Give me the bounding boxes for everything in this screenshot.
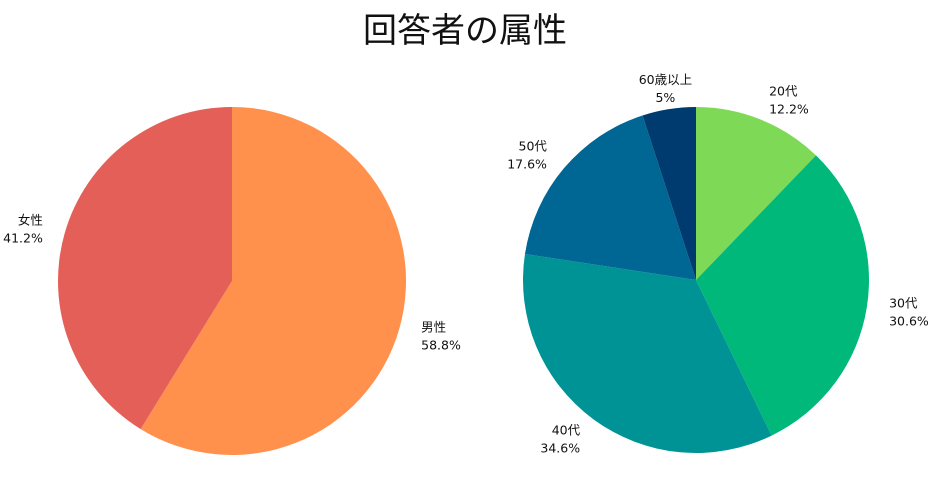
age-slice-4-value: 5% — [655, 90, 675, 105]
age-slice-2-value: 34.6% — [540, 440, 580, 455]
age-slice-2-label: 40代 — [552, 422, 581, 437]
gender-pie-chart: 男性 58.8% 女性 41.2% — [3, 107, 461, 456]
age-slice-2 — [523, 254, 772, 453]
age-slice-0 — [696, 107, 817, 280]
age-slice-1-label: 30代 — [889, 296, 918, 311]
gender-slice-1-label: 女性 — [18, 212, 43, 227]
age-slice-4 — [642, 107, 696, 280]
gender-slice-1 — [58, 107, 232, 430]
gender-slice-0-value: 58.8% — [421, 338, 461, 353]
age-slice-0-value: 12.2% — [769, 102, 809, 117]
gender-slice-1-value: 41.2% — [3, 230, 43, 245]
gender-slice-0 — [140, 107, 407, 456]
age-slice-3-label: 50代 — [519, 139, 548, 154]
age-pie-chart: 20代 12.2% 30代 30.6% 40代 34.6% 50代 17.6% 60歳以上 5% — [507, 72, 929, 456]
gender-slice-0-label: 男性 — [421, 320, 446, 335]
chart-title: 回答者の属性 — [363, 11, 567, 51]
age-slice-4-label: 60歳以上 — [639, 72, 692, 87]
age-slice-3-value: 17.6% — [507, 157, 547, 172]
age-slice-1 — [696, 155, 869, 436]
age-slice-3 — [524, 115, 696, 280]
age-slice-1-value: 30.6% — [889, 314, 929, 329]
age-slice-0-label: 20代 — [769, 84, 798, 99]
